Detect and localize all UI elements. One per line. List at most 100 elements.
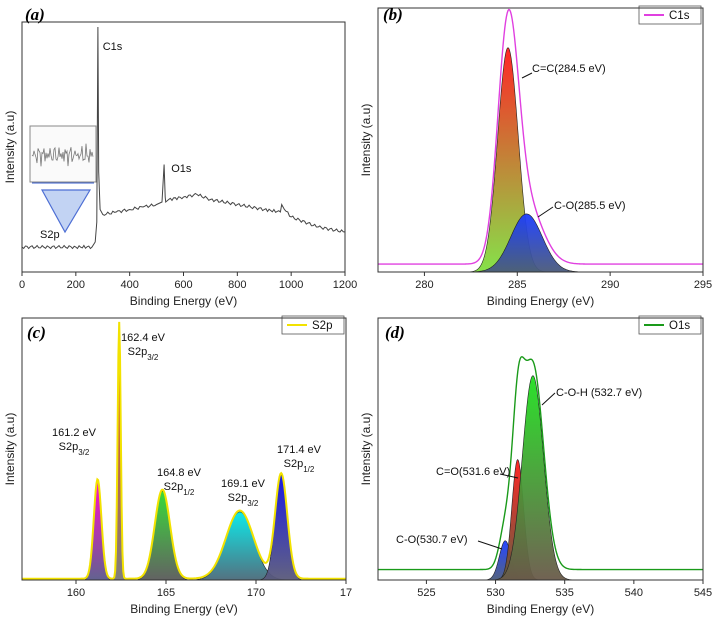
state-subscript: 3/2 — [147, 353, 159, 362]
annotation-cc: C=C(284.5 eV) — [532, 63, 606, 75]
x-tick-label: 160 — [67, 587, 85, 599]
legend: O1s — [638, 315, 702, 335]
state-subscript: 3/2 — [78, 448, 90, 457]
annotation-arrow — [541, 392, 556, 406]
annotation-co: C-O(285.5 eV) — [554, 200, 626, 212]
annotation-arrow — [537, 206, 554, 218]
x-tick-label: 525 — [417, 587, 435, 599]
state-subscript: 1/2 — [303, 465, 315, 474]
annotation-energy: 171.4 eV — [277, 444, 322, 456]
x-tick-label: 535 — [556, 587, 574, 599]
axes-frame — [377, 317, 704, 581]
state-symbol: S2p — [284, 458, 304, 470]
x-tick-label: 280 — [415, 279, 433, 291]
peak-c-o — [378, 213, 703, 272]
annotation-arrow — [477, 540, 503, 550]
legend-label: C1s — [669, 10, 690, 22]
annotation-c1s: C1s — [103, 41, 123, 53]
x-tick-label: 0 — [19, 279, 25, 291]
x-tick-label: 170 — [247, 587, 265, 599]
x-tick-label: 600 — [174, 279, 192, 291]
annotation-energy: 161.2 eV — [52, 427, 97, 439]
axes-frame — [21, 317, 347, 581]
x-tick-label: 545 — [694, 587, 712, 599]
y-axis-title: Intensity (a.u) — [3, 413, 17, 486]
x-axis-title: Binding Energy (eV) — [130, 602, 237, 616]
panel-label: (b) — [383, 5, 403, 24]
panel-a: 0 200 400 600 800 1000 1200 Binding Energy (eV)… — [3, 5, 357, 308]
peak-169-1-ev — [22, 511, 346, 580]
x-tick-label: 285 — [508, 279, 526, 291]
x-axis-title: Binding Energy (eV) — [487, 294, 594, 308]
annotation-energy: 169.1 eV — [221, 478, 266, 490]
annotation-co: C-O(530.7 eV) — [396, 534, 468, 546]
annotation-state: S2p1/2 — [284, 458, 315, 474]
state-symbol: S2p — [164, 481, 184, 493]
annotation-energy: 164.8 eV — [157, 467, 202, 479]
legend-label: O1s — [669, 320, 690, 332]
x-tick-label: 1000 — [279, 279, 303, 291]
y-axis-title: Intensity (a.u) — [3, 111, 17, 184]
panel-c: S2p 160 165 170 17 Binding Energy (eV) Intensi… — [3, 315, 352, 616]
peak-161-2-ev — [22, 480, 346, 580]
legend-box — [638, 315, 702, 335]
x-tick-label: 1200 — [333, 279, 357, 291]
inset-s2p — [29, 125, 97, 234]
annotation-s2p: S2p — [40, 229, 60, 241]
x-tick-label: 540 — [625, 587, 643, 599]
annotation-state: S2p3/2 — [228, 492, 259, 508]
legend-box — [281, 315, 345, 335]
legend-box — [638, 5, 702, 25]
x-axis-title: Binding Energy (eV) — [130, 294, 237, 308]
state-symbol: S2p — [228, 492, 248, 504]
funnel-icon — [40, 189, 92, 234]
x-tick-label: 400 — [120, 279, 138, 291]
annotations: C-O-H (532.7 eV) C=O(531.6 eV) C-O(530.7 e… — [396, 387, 642, 550]
annotations: C1s O1s S2p — [40, 41, 192, 241]
legend-label: S2p — [312, 320, 332, 332]
panel-label: (a) — [25, 5, 45, 24]
panel-label: (c) — [27, 323, 46, 342]
legend: S2p — [281, 315, 345, 335]
axes-frame — [377, 7, 704, 273]
plot-area — [378, 355, 703, 580]
envelope-line — [378, 8, 703, 265]
state-symbol: S2p — [59, 441, 79, 453]
envelope-line — [22, 321, 346, 580]
annotation-state: S2p3/2 — [59, 441, 90, 457]
x-tick-label: 295 — [694, 279, 712, 291]
panel-d: O1s 525 530 535 540 545 Binding Energy (eV) Int… — [359, 315, 712, 616]
annotation-state: S2p1/2 — [164, 481, 195, 497]
annotation-energy: 162.4 eV — [121, 332, 166, 344]
x-tick-label: 290 — [601, 279, 619, 291]
plot-area — [378, 8, 703, 272]
panel-b: C1s 280 285 290 295 Binding Energy (eV) Intens… — [359, 5, 712, 308]
survey-line — [22, 26, 345, 250]
annotation-o1s: O1s — [171, 163, 192, 175]
annotation-arrow — [499, 473, 519, 479]
peak-c-o-h — [378, 375, 703, 580]
panel-label: (d) — [385, 323, 405, 342]
x-tick-label: 530 — [486, 587, 504, 599]
x-tick-label: 17 — [340, 587, 352, 599]
plot-area — [22, 26, 345, 250]
x-tick-label: 165 — [157, 587, 175, 599]
annotation-arrow — [521, 72, 533, 79]
state-subscript: 1/2 — [183, 488, 195, 497]
state-symbol: S2p — [128, 346, 148, 358]
y-axis-title: Intensity (a.u) — [359, 413, 373, 486]
peak-164-8-ev — [22, 490, 346, 580]
annotation-co-double: C=O(531.6 eV) — [436, 466, 510, 478]
annotation-state: S2p3/2 — [128, 346, 159, 362]
envelope-line — [378, 355, 703, 571]
annotation-coh: C-O-H (532.7 eV) — [556, 387, 642, 399]
legend: C1s — [638, 5, 702, 25]
y-axis-title: Intensity (a.u) — [359, 104, 373, 177]
annotations: C=C(284.5 eV) C-O(285.5 eV) — [521, 63, 626, 218]
x-tick-label: 200 — [67, 279, 85, 291]
state-subscript: 3/2 — [247, 499, 259, 508]
x-tick-label: 800 — [228, 279, 246, 291]
x-axis-title: Binding Energy (eV) — [487, 602, 594, 616]
